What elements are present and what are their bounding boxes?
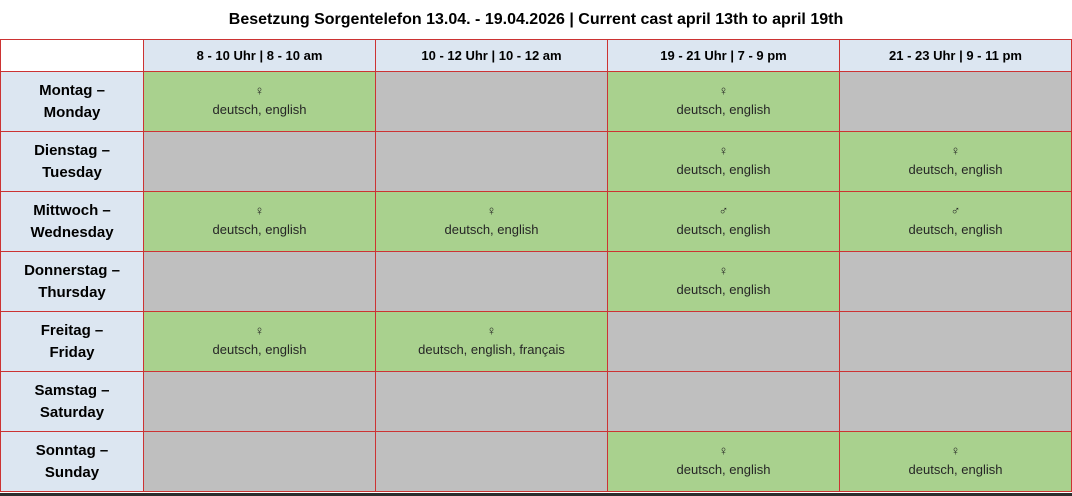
slot-cell: ♀ deutsch, english bbox=[608, 252, 840, 312]
slot-cell bbox=[376, 72, 608, 132]
slot-cell: ♀ deutsch, english, français bbox=[376, 312, 608, 372]
slot-cell bbox=[840, 252, 1072, 312]
column-header: 8 - 10 Uhr | 8 - 10 am bbox=[144, 40, 376, 72]
female-icon: ♀ bbox=[254, 203, 265, 219]
corner-cell bbox=[1, 40, 144, 72]
day-name-de: Dienstag – bbox=[34, 141, 110, 159]
day-name-de: Samstag – bbox=[34, 381, 110, 399]
slot-cell: ♀ deutsch, english bbox=[376, 192, 608, 252]
slot-cell: ♀ deutsch, english bbox=[144, 192, 376, 252]
slot-cell bbox=[608, 312, 840, 372]
slot-languages: deutsch, english bbox=[676, 162, 771, 178]
slot-languages: deutsch, english bbox=[676, 222, 771, 238]
slot-cell bbox=[376, 252, 608, 312]
window-bottom-edge bbox=[0, 493, 1072, 496]
day-name-de: Donnerstag – bbox=[24, 261, 120, 279]
day-name-en: Saturday bbox=[39, 403, 105, 421]
slot-languages: deutsch, english bbox=[676, 282, 771, 298]
male-icon: ♂ bbox=[950, 203, 961, 219]
table-row: Samstag – Saturday bbox=[1, 372, 1072, 432]
day-header: Dienstag – Tuesday bbox=[1, 132, 144, 192]
slot-languages: deutsch, english bbox=[676, 102, 771, 118]
column-header: 21 - 23 Uhr | 9 - 11 pm bbox=[840, 40, 1072, 72]
table-row: Donnerstag – Thursday ♀ deutsch, english bbox=[1, 252, 1072, 312]
slot-languages: deutsch, english bbox=[908, 162, 1003, 178]
slot-cell bbox=[840, 372, 1072, 432]
female-icon: ♀ bbox=[254, 323, 265, 339]
slot-cell bbox=[608, 372, 840, 432]
slot-cell: ♀ deutsch, english bbox=[144, 312, 376, 372]
female-icon: ♀ bbox=[718, 263, 729, 279]
slot-cell: ♀ deutsch, english bbox=[608, 72, 840, 132]
slot-cell bbox=[376, 372, 608, 432]
page-title: Besetzung Sorgentelefon 13.04. - 19.04.2… bbox=[0, 0, 1072, 39]
male-icon: ♂ bbox=[718, 203, 729, 219]
female-icon: ♀ bbox=[950, 143, 961, 159]
day-name-en: Tuesday bbox=[42, 163, 102, 181]
day-name-de: Montag – bbox=[39, 81, 105, 99]
day-name-en: Thursday bbox=[38, 283, 106, 301]
table-header-row: 8 - 10 Uhr | 8 - 10 am 10 - 12 Uhr | 10 -… bbox=[1, 40, 1072, 72]
slot-cell bbox=[144, 372, 376, 432]
table-row: Freitag – Friday ♀ deutsch, english ♀ deutsch… bbox=[1, 312, 1072, 372]
day-header: Montag – Monday bbox=[1, 72, 144, 132]
day-name-en: Friday bbox=[49, 343, 95, 361]
slot-cell: ♀ deutsch, english bbox=[608, 132, 840, 192]
slot-languages: deutsch, english bbox=[212, 102, 307, 118]
female-icon: ♀ bbox=[254, 83, 265, 99]
day-header: Donnerstag – Thursday bbox=[1, 252, 144, 312]
day-name-de: Mittwoch – bbox=[33, 201, 111, 219]
day-name-en: Sunday bbox=[44, 463, 100, 481]
day-name-de: Freitag – bbox=[40, 321, 104, 339]
day-name-en: Wednesday bbox=[30, 223, 114, 241]
slot-cell: ♂ deutsch, english bbox=[840, 192, 1072, 252]
slot-cell bbox=[840, 72, 1072, 132]
slot-cell bbox=[144, 252, 376, 312]
slot-cell: ♂ deutsch, english bbox=[608, 192, 840, 252]
slot-cell bbox=[376, 432, 608, 492]
table-row: Mittwoch – Wednesday ♀ deutsch, english ♀ deu… bbox=[1, 192, 1072, 252]
slot-languages: deutsch, english bbox=[908, 222, 1003, 238]
slot-languages: deutsch, english bbox=[676, 462, 771, 478]
slot-languages: deutsch, english bbox=[212, 342, 307, 358]
slot-languages: deutsch, english bbox=[212, 222, 307, 238]
slot-languages: deutsch, english bbox=[444, 222, 539, 238]
female-icon: ♀ bbox=[718, 143, 729, 159]
column-header: 19 - 21 Uhr | 7 - 9 pm bbox=[608, 40, 840, 72]
slot-languages: deutsch, english, français bbox=[418, 342, 565, 358]
slot-cell: ♀ deutsch, english bbox=[840, 432, 1072, 492]
day-header: Samstag – Saturday bbox=[1, 372, 144, 432]
female-icon: ♀ bbox=[718, 443, 729, 459]
slot-cell bbox=[144, 432, 376, 492]
table-row: Sonntag – Sunday ♀ deutsch, english ♀ deutsch… bbox=[1, 432, 1072, 492]
female-icon: ♀ bbox=[718, 83, 729, 99]
female-icon: ♀ bbox=[486, 323, 497, 339]
day-header: Sonntag – Sunday bbox=[1, 432, 144, 492]
table-row: Dienstag – Tuesday ♀ deutsch, english ♀ deuts… bbox=[1, 132, 1072, 192]
day-header: Freitag – Friday bbox=[1, 312, 144, 372]
female-icon: ♀ bbox=[950, 443, 961, 459]
slot-cell: ♀ deutsch, english bbox=[144, 72, 376, 132]
slot-cell: ♀ deutsch, english bbox=[608, 432, 840, 492]
slot-cell bbox=[376, 132, 608, 192]
slot-languages: deutsch, english bbox=[908, 462, 1003, 478]
slot-cell bbox=[144, 132, 376, 192]
female-icon: ♀ bbox=[486, 203, 497, 219]
schedule-table: 8 - 10 Uhr | 8 - 10 am 10 - 12 Uhr | 10 -… bbox=[0, 39, 1072, 492]
day-header: Mittwoch – Wednesday bbox=[1, 192, 144, 252]
slot-cell: ♀ deutsch, english bbox=[840, 132, 1072, 192]
table-row: Montag – Monday ♀ deutsch, english ♀ deutsch,… bbox=[1, 72, 1072, 132]
day-name-en: Monday bbox=[43, 103, 101, 121]
column-header: 10 - 12 Uhr | 10 - 12 am bbox=[376, 40, 608, 72]
slot-cell bbox=[840, 312, 1072, 372]
day-name-de: Sonntag – bbox=[35, 441, 109, 459]
